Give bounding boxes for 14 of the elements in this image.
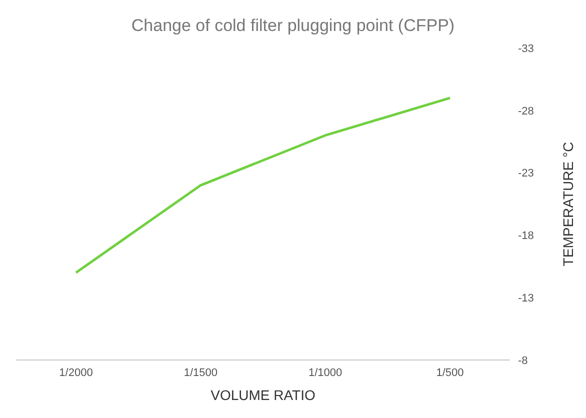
y-tick-label: -18	[518, 230, 534, 242]
x-tick-label: 1/1000	[308, 366, 342, 379]
x-tick-label: 1/500	[436, 366, 464, 379]
x-axis-title: VOLUME RATIO	[210, 387, 316, 403]
y-tick-label: -33	[518, 42, 534, 55]
y-tick-label: -28	[518, 105, 534, 118]
y-tick-label: -8	[518, 354, 528, 367]
x-tick-label: 1/1500	[184, 366, 218, 379]
x-tick-label: 1/2000	[59, 366, 93, 379]
y-tick-label: -23	[518, 168, 534, 180]
y-tick-label: -13	[518, 292, 534, 305]
line-series	[74, 96, 452, 274]
chart-title: Change of cold filter plugging point (CFPP)	[130, 16, 456, 36]
y-axis-title: TEMPERATURE °C	[560, 142, 576, 266]
